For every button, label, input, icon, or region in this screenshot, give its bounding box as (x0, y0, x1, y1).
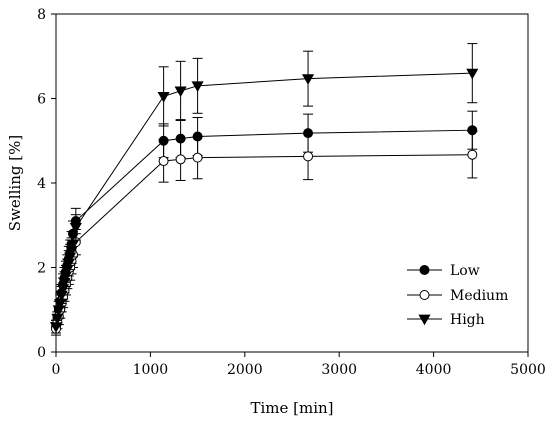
data-point-high (51, 313, 64, 325)
series-low (51, 110, 478, 334)
legend-label-medium: Medium (450, 288, 508, 304)
series-medium (51, 130, 478, 336)
legend-marker-medium (419, 290, 430, 300)
data-point-high (69, 222, 82, 234)
y-tick-label: 4 (37, 176, 46, 192)
x-tick-label: 3000 (321, 362, 357, 378)
series-line-low (55, 129, 473, 327)
data-point-high (301, 74, 315, 85)
data-point-medium (192, 152, 203, 163)
x-tick-label: 4000 (416, 362, 452, 378)
x-tick-label: 5000 (510, 362, 546, 378)
y-tick-label: 8 (37, 7, 46, 23)
legend: Low Medium High (407, 263, 508, 328)
data-point-high (66, 239, 80, 251)
axes: 0 1000 2000 3000 4000 5000 0 2 4 6 8 (37, 7, 546, 378)
legend-label-high: High (450, 312, 485, 328)
data-point-medium (158, 156, 169, 167)
legend-marker-high (418, 314, 431, 326)
legend-marker-low (419, 265, 430, 275)
data-point-high (54, 299, 67, 310)
data-point-high (466, 68, 479, 80)
x-tick-label: 0 (52, 362, 61, 378)
data-point-high (191, 81, 204, 93)
legend-item-high: High (407, 312, 485, 328)
data-point-medium (303, 151, 314, 162)
series-line-high (55, 72, 473, 327)
data-point-high (157, 91, 170, 103)
legend-label-low: Low (450, 263, 480, 279)
data-point-medium (175, 154, 186, 165)
x-tick-label: 1000 (133, 362, 169, 378)
y-axis-label: Swelling [%] (6, 135, 24, 231)
x-tick-label: 2000 (227, 362, 263, 378)
legend-item-low: Low (407, 263, 480, 279)
y-tick-label: 6 (37, 92, 46, 108)
series-layer (49, 43, 479, 336)
series-high (49, 43, 479, 334)
legend-item-medium: Medium (407, 288, 508, 304)
series-line-medium (55, 154, 473, 329)
x-axis-label: Time [min] (250, 399, 333, 417)
y-tick-label: 0 (37, 345, 46, 361)
y-tick-label: 2 (37, 261, 46, 277)
data-point-high (49, 322, 63, 333)
data-point-high (174, 86, 187, 98)
data-point-medium (467, 149, 478, 160)
